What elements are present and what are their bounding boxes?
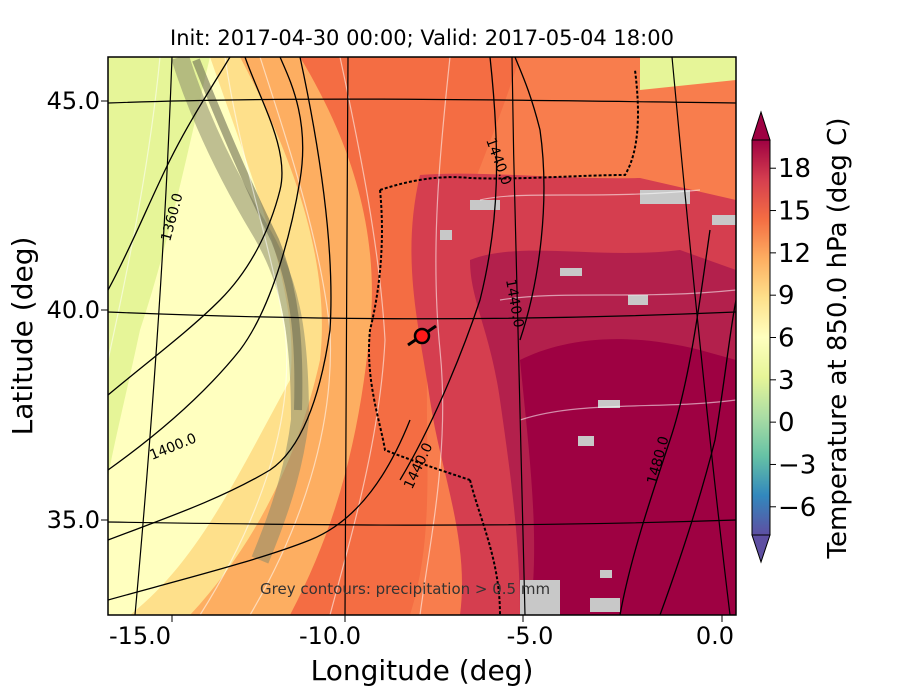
x-tick-label: -10.0 — [299, 622, 361, 650]
y-ticks: 45.0 40.0 35.0 — [47, 87, 108, 534]
colorbar-tick-label: −3 — [778, 450, 816, 480]
colorbar-tick-label: 3 — [778, 366, 795, 396]
y-tick-label: 40.0 — [47, 296, 100, 324]
y-tick-label: 45.0 — [47, 87, 100, 115]
x-tick-label: -15.0 — [109, 622, 171, 650]
x-tick-label: -5.0 — [507, 622, 554, 650]
y-axis-label: Latitude (deg) — [6, 237, 39, 436]
colorbar-body — [751, 139, 771, 536]
colorbar-min-arrow — [751, 534, 771, 564]
location-marker — [407, 324, 437, 347]
precipitation-patches — [440, 190, 736, 615]
x-tick-label: 0.0 — [696, 622, 734, 650]
colorbar-tick-label: 9 — [778, 281, 795, 311]
temperature-map: 1360.0 1400.0 1440.0 1440.0 1440.0 1480.… — [108, 57, 736, 615]
x-axis-label: Longitude (deg) — [311, 654, 534, 687]
coastline — [368, 69, 639, 615]
chart-title: Init: 2017-04-30 00:00; Valid: 2017-05-0… — [170, 26, 674, 50]
precipitation-note: Grey contours: precipitation > 0.5 mm — [260, 580, 550, 598]
y-tick-label: 35.0 — [47, 506, 100, 534]
x-ticks: -15.0 -10.0 -5.0 0.0 — [109, 615, 734, 650]
colorbar-tick-label: 0 — [778, 408, 795, 438]
colorbar-tick-label: 18 — [778, 154, 811, 184]
colorbar-label: Temperature at 850.0 hPa (deg C) — [823, 118, 853, 560]
colorbar-tick-label: 12 — [778, 239, 811, 269]
colorbar-tick-label: 6 — [778, 324, 795, 354]
height-contours — [108, 57, 736, 615]
colorbar-max-arrow — [751, 110, 771, 141]
map-frame — [107, 56, 737, 616]
graticule — [108, 57, 736, 615]
colorbar-tick-label: 15 — [778, 197, 811, 227]
colorbar-ticks: 18 15 12 9 6 3 0 −3 −6 — [770, 154, 816, 523]
colorbar-tick-label: −6 — [778, 493, 816, 523]
colorbar: 18 15 12 9 6 3 0 −3 −6 Temperature at 850.0 hPa … — [751, 110, 853, 564]
